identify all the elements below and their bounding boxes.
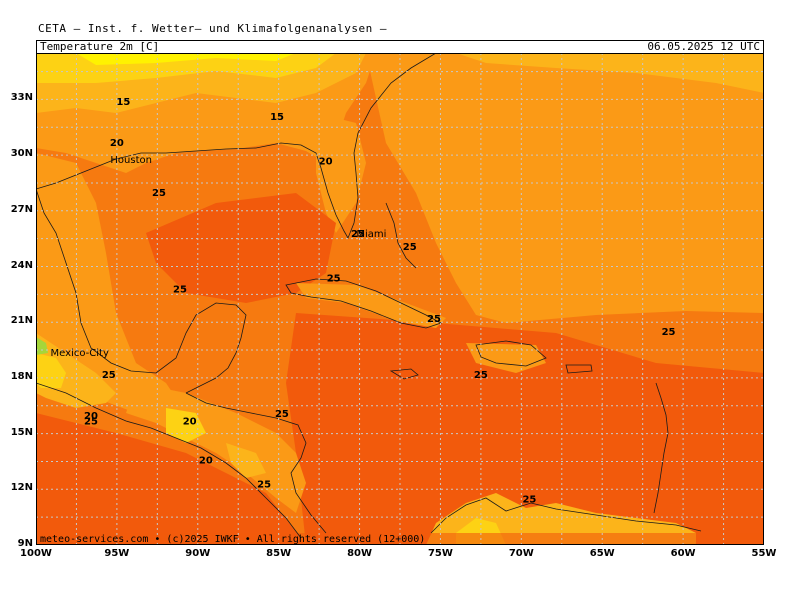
latitude-label: 9N: [17, 538, 33, 549]
mexico-gulf-coast: [36, 188, 247, 394]
pacific-hot: [36, 413, 306, 545]
latitude-label: 12N: [10, 482, 33, 494]
cuba-warm: [296, 283, 446, 328]
mexico-city-cool-spot: [36, 337, 48, 355]
south-america-coast: [430, 497, 702, 534]
contour-label: 20: [199, 455, 213, 466]
florida-warm: [316, 113, 366, 233]
footer-credit: meteo-services.com • (c)2025 IWKF • All …: [40, 534, 425, 545]
contour-label: 25: [427, 314, 441, 325]
gulf-warm-pool: [146, 193, 336, 303]
latitude-label: 30N: [10, 148, 33, 160]
contour-label: 20: [84, 411, 98, 422]
map-frame: [36, 53, 764, 545]
source-title: CETA — Inst. f. Wetter— und Klimafolgena…: [38, 22, 388, 35]
latitude-label: 21N: [10, 315, 33, 327]
longitude-label: 75W: [427, 548, 453, 559]
caribbean-hot: [286, 313, 764, 545]
latitude-label: 33N: [10, 92, 33, 104]
contour-label: 25: [522, 494, 536, 505]
contour-label: 25: [152, 188, 166, 199]
atlantic-cool-band: [456, 53, 764, 93]
longitude-label: 95W: [104, 548, 130, 559]
contour-label: 25: [327, 273, 341, 284]
longitude-label: 80W: [347, 548, 373, 559]
title-bar: Temperature 2m [C] 06.05.2025 12 UTC: [36, 40, 764, 53]
contour-label: 25: [403, 242, 417, 253]
city-label: Mexico-City: [51, 348, 109, 359]
contour-label: 25: [474, 370, 488, 381]
nicaragua-highland: [226, 443, 266, 478]
bahamas-coast: [385, 202, 417, 269]
cuba-coast: [285, 278, 443, 329]
hispaniola-coast: [475, 340, 547, 367]
variable-label: Temperature 2m [C]: [40, 40, 160, 53]
contour-label: 20: [110, 138, 124, 149]
contour-label: 20: [183, 416, 197, 427]
city-labels: Houston Miami Mexico-City: [51, 155, 387, 359]
longitude-label: 70W: [508, 548, 534, 559]
city-label: Miami: [356, 229, 386, 240]
lat-lon-grid: [36, 53, 764, 545]
us-land-coldest: [76, 53, 296, 65]
contour-label: 15: [270, 112, 284, 123]
longitude-label: 85W: [266, 548, 292, 559]
latitude-label: 15N: [10, 426, 33, 438]
us-gulf-coast: [36, 53, 437, 239]
city-label: Houston: [110, 155, 152, 166]
contour-label: 25: [662, 327, 676, 338]
atlantic-warm-band: [366, 53, 764, 323]
valid-time: 06.05.2025 12 UTC: [647, 40, 760, 53]
contour-label: 25: [102, 370, 116, 381]
latitude-label: 24N: [10, 259, 33, 271]
contour-label: 15: [116, 97, 130, 108]
latitude-label: 18N: [10, 370, 33, 382]
longitude-label: 65W: [589, 548, 615, 559]
contour-label: 25: [173, 285, 187, 296]
mexico-land-cold: [36, 353, 66, 388]
longitude-label: 60W: [670, 548, 696, 559]
contour-label: 20: [319, 156, 333, 167]
contour-label: 25: [351, 229, 365, 240]
guatemala-highland: [166, 408, 206, 443]
jamaica-coast: [389, 368, 419, 380]
contour-label: 25: [275, 409, 289, 420]
longitude-label: 100W: [20, 548, 52, 559]
latitude-label: 27N: [10, 203, 33, 215]
contour-label: 25: [257, 479, 271, 490]
longitude-label: 55W: [751, 548, 777, 559]
lesser-antilles: [653, 382, 669, 514]
longitude-label: 90W: [185, 548, 211, 559]
puerto-rico-coast: [565, 364, 593, 374]
contour-label: 25: [84, 416, 98, 427]
